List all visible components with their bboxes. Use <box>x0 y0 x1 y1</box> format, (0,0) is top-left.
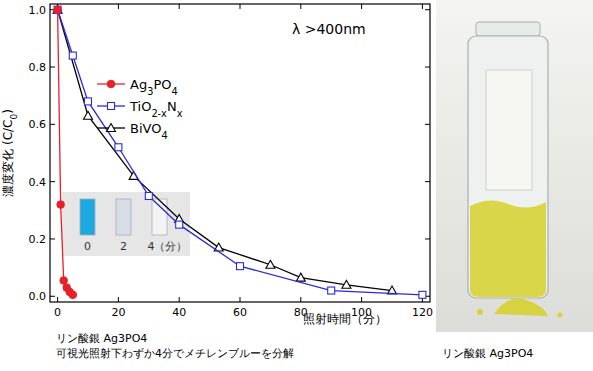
point <box>57 201 65 209</box>
x-tick <box>118 297 119 302</box>
legend-label: Ag3PO4 <box>130 77 178 97</box>
powder-crumb <box>477 309 483 315</box>
y-tick-label: 0.4 <box>29 176 47 189</box>
annotation: λ >400nm <box>292 21 366 37</box>
x-tick <box>118 4 119 9</box>
data-layer <box>53 5 426 298</box>
y-tick <box>425 124 430 125</box>
x-tick <box>361 4 362 9</box>
y-tick <box>50 238 55 239</box>
point <box>342 280 351 288</box>
series-line <box>58 10 423 295</box>
vial-label <box>486 70 532 190</box>
point <box>84 111 93 119</box>
vial-neck <box>476 22 540 36</box>
legend-marker <box>107 124 116 132</box>
x-tick <box>179 4 180 9</box>
caption: リン酸銀 Ag3PO4 <box>56 332 147 345</box>
point <box>328 287 335 294</box>
point <box>54 6 61 13</box>
x-tick <box>361 297 362 302</box>
point <box>53 5 62 13</box>
y-tick <box>425 238 430 239</box>
y-tick <box>50 67 55 68</box>
y-tick-label: 0.2 <box>29 233 47 246</box>
x-tick <box>57 297 58 302</box>
powder-crumb <box>558 313 563 318</box>
y-tick-label: 0.8 <box>29 61 47 74</box>
caption: 可視光照射下わずか4分でメチレンブルーを分解 <box>56 347 294 360</box>
photo-background <box>436 0 593 332</box>
inset-background <box>62 192 190 256</box>
x-tick-label: 40 <box>172 306 186 319</box>
point <box>266 260 275 268</box>
point <box>145 192 152 199</box>
y-tick-label: 0.6 <box>29 118 47 131</box>
powder-pile <box>494 299 548 316</box>
inset-label: 0 <box>84 240 91 253</box>
point <box>237 263 244 270</box>
y-tick <box>50 181 55 182</box>
y-tick <box>425 181 430 182</box>
series-line <box>58 10 73 295</box>
point <box>85 98 92 105</box>
photo-caption: リン酸銀 Ag3PO4 <box>442 347 533 360</box>
legend-label: TiO2-xNx <box>129 99 183 119</box>
legend: Ag3PO4TiO2-xNxBiVO4 <box>97 77 183 141</box>
inset: 0 2 4（分） <box>62 192 190 256</box>
y-axis-label: 濃度変化 (C/C0) <box>1 109 19 197</box>
point <box>115 144 122 151</box>
x-tick-label: 120 <box>412 306 433 319</box>
point <box>69 291 77 299</box>
x-tick <box>300 4 301 9</box>
point <box>69 52 76 59</box>
point <box>54 6 62 14</box>
powder-in-vial <box>470 200 546 297</box>
y-tick <box>425 9 430 10</box>
x-tick <box>300 297 301 302</box>
vial-body <box>468 36 548 298</box>
x-tick <box>240 4 241 9</box>
y-tick-label: 0.0 <box>29 290 47 303</box>
y-tick <box>50 296 55 297</box>
point <box>176 221 183 228</box>
x-tick <box>179 297 180 302</box>
legend-marker <box>108 103 115 110</box>
y-tick <box>425 67 430 68</box>
x-tick-label: 60 <box>233 306 247 319</box>
x-tick-label: 0 <box>54 306 61 319</box>
x-tick <box>422 4 423 9</box>
x-tick <box>240 297 241 302</box>
point <box>296 273 305 281</box>
cuvette <box>116 199 131 235</box>
series-line <box>58 10 392 291</box>
point <box>419 291 426 298</box>
x-tick-label: 20 <box>111 306 125 319</box>
y-tick <box>50 124 55 125</box>
cuvette <box>80 199 95 235</box>
inset-label: 2 <box>120 240 127 253</box>
point <box>60 277 68 285</box>
photo: リン酸銀 Ag3PO4 <box>436 0 593 360</box>
legend-marker <box>107 80 115 88</box>
inset-label: 4（分） <box>148 240 188 253</box>
figure: 0204060801001200.00.20.40.60.81.0照射時間（分）… <box>0 0 593 371</box>
y-tick-label: 1.0 <box>29 4 47 17</box>
legend-label: BiVO4 <box>130 121 168 141</box>
plot-frame <box>50 4 430 302</box>
x-axis-label: 照射時間（分） <box>303 312 387 326</box>
